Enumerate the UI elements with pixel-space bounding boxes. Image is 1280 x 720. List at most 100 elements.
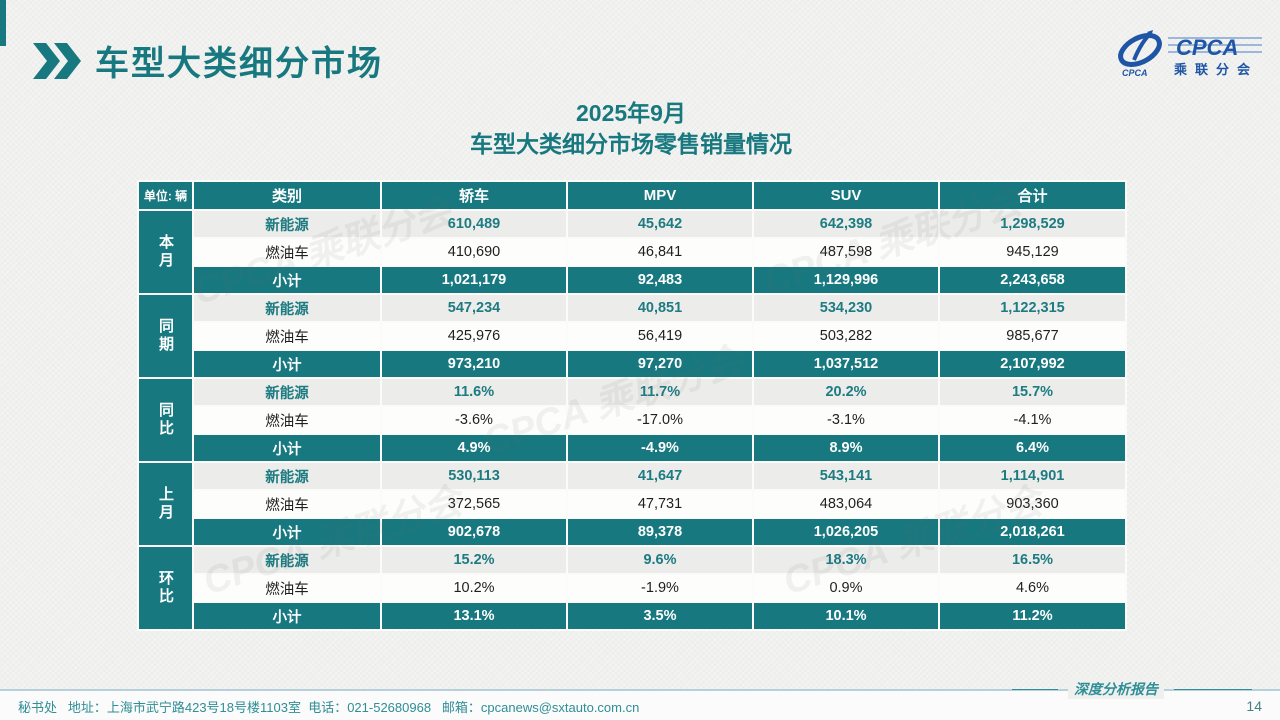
logo-small-mark: CPCA <box>1122 68 1148 78</box>
footer-phone: 电话：021-52680968 <box>308 700 432 715</box>
cell: -3.1% <box>752 405 940 435</box>
group-label-yoy: 同比 <box>137 377 194 463</box>
table-header-row: 单位: 辆 类别 轿车 MPV SUV 合计 <box>137 180 1127 211</box>
logo-text: CPCA <box>1176 35 1238 60</box>
cell: 18.3% <box>752 545 940 575</box>
table-row: 环比 新能源 15.2% 9.6% 18.3% 16.5% <box>137 545 1127 631</box>
row-label: 小计 <box>192 601 382 631</box>
table-row: 燃油车 410,690 46,841 487,598 945,129 <box>138 237 1127 267</box>
row-label: 燃油车 <box>192 321 382 351</box>
cell: 89,378 <box>566 517 754 547</box>
table-row-subtotal: 小计 4.9% -4.9% 8.9% 6.4% <box>138 433 1127 463</box>
table-row: 同期 新能源 547,234 40,851 534,230 1,122,315 <box>137 293 1127 379</box>
unit-label: 单位: 辆 <box>137 180 194 211</box>
row-label: 新能源 <box>192 377 382 407</box>
table-title-period: 2025年9月 <box>576 100 686 126</box>
cell: 41,647 <box>566 461 754 491</box>
cell: 8.9% <box>752 433 940 463</box>
cell: -1.9% <box>566 573 754 603</box>
cell: 13.1% <box>380 601 568 631</box>
table-row: 燃油车 10.2% -1.9% 0.9% 4.6% <box>138 573 1127 603</box>
row-label: 小计 <box>192 517 382 547</box>
group-label-last-month: 上月 <box>137 461 194 547</box>
col-header-category: 类别 <box>192 180 382 211</box>
row-label: 燃油车 <box>192 237 382 267</box>
cell: -3.6% <box>380 405 568 435</box>
cell: 1,021,179 <box>380 265 568 295</box>
footer-address: 地址：上海市武宁路423号18号楼1103室 <box>67 700 301 715</box>
row-label: 新能源 <box>192 209 382 239</box>
cell: 11.6% <box>380 377 568 407</box>
report-tag: 深度分析报告 <box>1012 679 1252 699</box>
cell: 92,483 <box>566 265 754 295</box>
cell: 1,026,205 <box>752 517 940 547</box>
cell: 534,230 <box>752 293 940 323</box>
cell: -4.1% <box>938 405 1127 435</box>
table-row: 同比 新能源 11.6% 11.7% 20.2% 15.7% <box>137 377 1127 463</box>
row-label: 新能源 <box>192 545 382 575</box>
cell: 97,270 <box>566 349 754 379</box>
cell: 973,210 <box>380 349 568 379</box>
footer-bar: 秘书处 地址：上海市武宁路423号18号楼1103室 电话：021-526809… <box>0 679 1280 720</box>
col-header-sedan: 轿车 <box>380 180 568 211</box>
cell: 902,678 <box>380 517 568 547</box>
cell: 11.7% <box>566 377 754 407</box>
table-title-text: 车型大类细分市场零售销量情况 <box>470 131 792 158</box>
row-label: 燃油车 <box>192 489 382 519</box>
cell: 4.6% <box>938 573 1127 603</box>
cell: 15.7% <box>938 377 1127 407</box>
cell: 642,398 <box>752 209 940 239</box>
cell: 11.2% <box>938 601 1127 631</box>
cell: 2,243,658 <box>938 265 1127 295</box>
double-chevron-icon <box>33 42 81 79</box>
cell: -17.0% <box>566 405 754 435</box>
page-header: 车型大类细分市场 <box>33 36 383 85</box>
cell: 2,107,992 <box>938 349 1127 379</box>
cell: 483,064 <box>752 489 940 519</box>
cell: 425,976 <box>380 321 568 351</box>
cell: 46,841 <box>566 237 754 267</box>
cell: 487,598 <box>752 237 940 267</box>
group-label-same-period: 同期 <box>137 293 194 379</box>
cell: 2,018,261 <box>938 517 1127 547</box>
cell: 985,677 <box>938 321 1127 351</box>
cell: 3.5% <box>566 601 754 631</box>
cell: 40,851 <box>566 293 754 323</box>
table-row-subtotal: 小计 973,210 97,270 1,037,512 2,107,992 <box>138 349 1127 379</box>
footer-secretariat: 秘书处 <box>18 700 58 715</box>
row-label: 小计 <box>192 433 382 463</box>
group-label-current-month: 本月 <box>137 209 194 295</box>
row-label: 燃油车 <box>192 405 382 435</box>
table-row-subtotal: 小计 902,678 89,378 1,026,205 2,018,261 <box>138 517 1127 547</box>
corner-accent <box>0 0 6 46</box>
tag-dash-left <box>1012 688 1058 690</box>
cell: 503,282 <box>752 321 940 351</box>
footer-contact-info: 秘书处 地址：上海市武宁路423号18号楼1103室 电话：021-526809… <box>18 697 639 716</box>
cell: 1,114,901 <box>938 461 1127 491</box>
cell: 4.9% <box>380 433 568 463</box>
page-number: 14 <box>1246 698 1262 714</box>
table-row: 燃油车 425,976 56,419 503,282 985,677 <box>138 321 1127 351</box>
cell: 372,565 <box>380 489 568 519</box>
cell: 45,642 <box>566 209 754 239</box>
row-label: 新能源 <box>192 461 382 491</box>
col-header-mpv: MPV <box>566 180 754 211</box>
cell: 0.9% <box>752 573 940 603</box>
cell: 543,141 <box>752 461 940 491</box>
row-label: 小计 <box>192 265 382 295</box>
cell: 16.5% <box>938 545 1127 575</box>
sales-table-wrap: 单位: 辆 类别 轿车 MPV SUV 合计 本月 新能源 610,489 45… <box>137 180 1127 631</box>
table-row-subtotal: 小计 1,021,179 92,483 1,129,996 2,243,658 <box>138 265 1127 295</box>
cpca-logo: CPCA CPCA 乘联分会 <box>1118 30 1262 78</box>
cell: 945,129 <box>938 237 1127 267</box>
cell: 1,129,996 <box>752 265 940 295</box>
col-header-total: 合计 <box>938 180 1127 211</box>
cell: 530,113 <box>380 461 568 491</box>
cell: 6.4% <box>938 433 1127 463</box>
report-tag-label: 深度分析报告 <box>1068 679 1164 699</box>
table-row: 本月 新能源 610,489 45,642 642,398 1,298,529 <box>137 209 1127 295</box>
group-label-mom: 环比 <box>137 545 194 631</box>
row-label: 新能源 <box>192 293 382 323</box>
cell: 10.2% <box>380 573 568 603</box>
page-title: 车型大类细分市场 <box>95 45 383 83</box>
